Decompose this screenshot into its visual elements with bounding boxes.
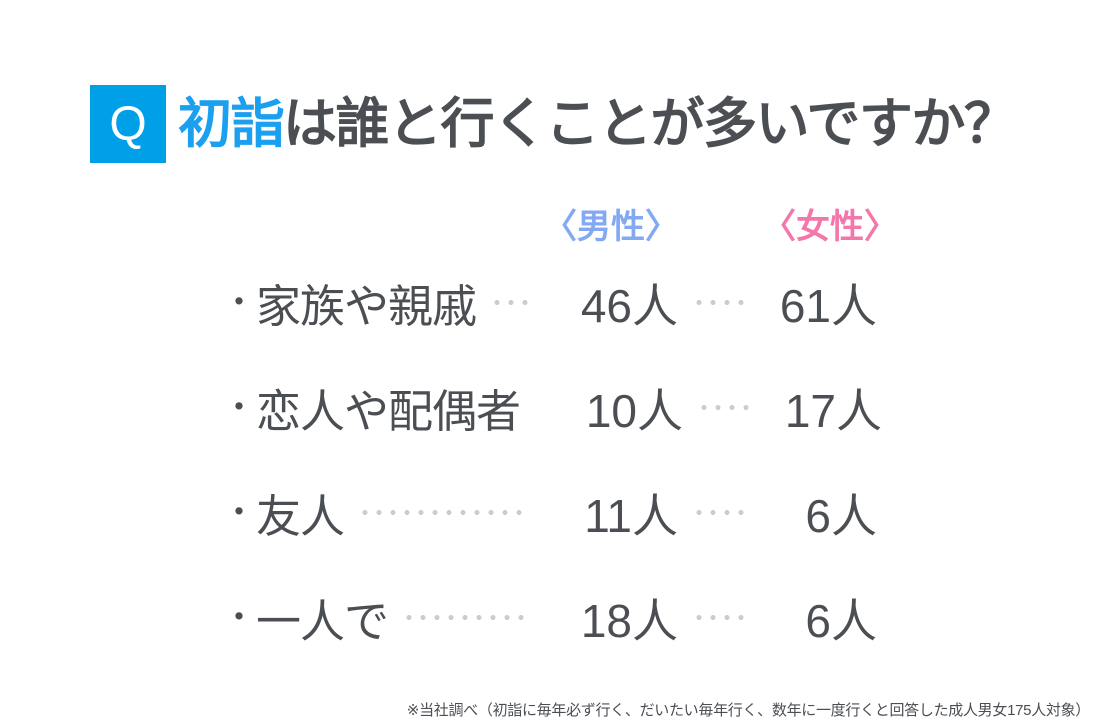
dotted-leader <box>692 300 748 305</box>
column-header-female: 〈女性〉 <box>762 207 898 246</box>
female-value: 6人 <box>805 489 877 542</box>
row-label: 友人 <box>256 491 345 542</box>
table-row-friend: ・ 友人 11人 6人 <box>222 460 877 565</box>
table-row-partner: ・ 恋人や配偶者 10人 17人 <box>222 355 882 460</box>
dotted-leader <box>692 615 748 620</box>
q-badge-letter: Q <box>109 97 147 151</box>
dotted-leader <box>402 615 529 620</box>
column-header-male: 〈男性〉 <box>543 207 679 246</box>
footnote: ※当社調べ（初詣に毎年必ず行く、だいたい毎年行く、数年に一度行くと回答した成人男… <box>406 702 1091 719</box>
male-value: 46人 <box>580 279 678 332</box>
table-row-alone: ・ 一人で 18人 6人 <box>222 565 877 670</box>
results-table: 〈男性〉 〈女性〉 ・ 家族や親戚 46人 61人 ・ 恋人や配偶者 10人 1… <box>222 196 898 670</box>
row-bullet: ・ <box>222 493 256 532</box>
dotted-leader <box>697 405 754 410</box>
female-value: 6人 <box>805 594 877 647</box>
title-highlight: 初詣 <box>178 94 285 154</box>
question-header: Q 初詣は誰と行くことが多いですか？ <box>90 85 1018 163</box>
row-bullet: ・ <box>222 388 256 427</box>
dotted-leader <box>490 300 529 305</box>
q-badge: Q <box>90 85 166 163</box>
female-value: 61人 <box>779 279 877 332</box>
male-value: 11人 <box>584 489 678 542</box>
row-label: 一人で <box>256 596 389 647</box>
row-label: 恋人や配偶者 <box>256 386 521 437</box>
dotted-leader <box>692 510 748 515</box>
row-bullet: ・ <box>222 283 256 322</box>
row-label: 家族や親戚 <box>256 281 477 332</box>
male-value: 18人 <box>580 594 678 647</box>
table-row-family: ・ 家族や親戚 46人 61人 <box>222 250 877 355</box>
male-value: 10人 <box>585 384 684 437</box>
page-title: 初詣は誰と行くことが多いですか？ <box>178 85 1018 163</box>
title-rest: は誰と行くことが多いですか？ <box>283 94 1018 154</box>
column-header-row: 〈男性〉 〈女性〉 <box>222 196 898 250</box>
dotted-leader <box>358 510 529 515</box>
row-bullet: ・ <box>222 598 256 637</box>
female-value: 17人 <box>784 384 883 437</box>
